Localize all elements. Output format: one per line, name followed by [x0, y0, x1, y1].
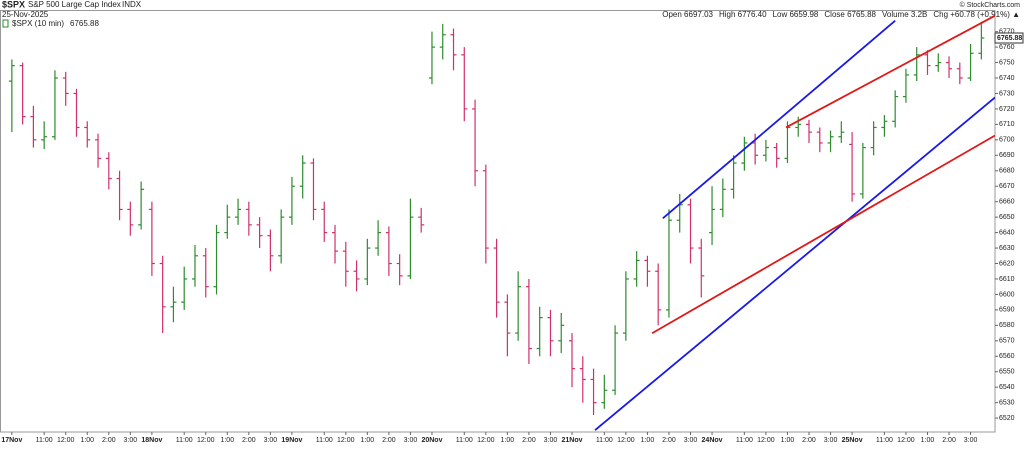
y-tick-label: 6710	[999, 121, 1015, 128]
x-tick-label: 25Nov	[842, 437, 863, 444]
stats: Chg +60.78 (+0.91%) ▲ Volume 3.2B Close 67…	[662, 10, 1020, 19]
y-tick-label: 6620	[999, 260, 1015, 267]
last-price-box	[994, 32, 1024, 44]
trend-line	[785, 14, 995, 129]
x-tick-label: 11:00	[596, 437, 613, 444]
x-tick-label: 3:00	[124, 437, 138, 444]
y-tick-label: 6660	[999, 199, 1015, 206]
x-tick-label: 12:00	[757, 437, 775, 444]
y-tick-label: 6530	[999, 399, 1015, 406]
x-tick-label: 3:00	[824, 437, 838, 444]
copyright: © StockCharts.com	[960, 1, 1021, 9]
symbol: $SPX	[2, 0, 25, 9]
y-tick-label: 6590	[999, 307, 1015, 314]
exchange: INDX	[122, 0, 142, 9]
y-tick-label: 6700	[999, 137, 1015, 144]
y-tick-label: 6750	[999, 59, 1015, 66]
x-tick-label: 12:00	[197, 437, 215, 444]
y-tick-label: 6580	[999, 322, 1015, 329]
trend-line	[662, 19, 896, 220]
x-tick-label: 3:00	[964, 437, 978, 444]
y-tick-label: 6730	[999, 90, 1015, 97]
x-tick-label: 2:00	[942, 437, 956, 444]
trend-line	[594, 96, 995, 431]
x-tick-label: 11:00	[876, 437, 893, 444]
y-tick-label: 6520	[999, 415, 1015, 422]
x-tick-label: 1:00	[641, 437, 655, 444]
x-tick-label: 12:00	[897, 437, 915, 444]
x-tick-label: 3:00	[684, 437, 698, 444]
x-tick-label: 1:00	[781, 437, 795, 444]
index-name: S&P 500 Large Cap Index	[28, 0, 121, 9]
y-tick-label: 6690	[999, 152, 1015, 159]
y-tick-label: 6610	[999, 276, 1015, 283]
x-tick-label: 2:00	[382, 437, 396, 444]
stat: Close 6765.88	[824, 10, 876, 19]
y-tick-label: 6650	[999, 214, 1015, 221]
x-tick-label: 2:00	[242, 437, 256, 444]
x-tick-label: 11:00	[176, 437, 193, 444]
y-tick-label: 6600	[999, 291, 1015, 298]
y-tick-label: 6550	[999, 369, 1015, 376]
x-tick-label: 2:00	[662, 437, 676, 444]
x-tick-label: 2:00	[802, 437, 816, 444]
stat: Open 6697.03	[662, 10, 713, 19]
y-tick-label: 6740	[999, 75, 1015, 82]
plot-frame	[0, 10, 996, 433]
y-tick-label: 6570	[999, 338, 1015, 345]
x-tick-label: 11:00	[316, 437, 333, 444]
legend-name: $SPX (10 min)	[12, 19, 64, 28]
plot	[8, 14, 995, 431]
y-tick-label: 6540	[999, 384, 1015, 391]
x-tick-label: 12:00	[477, 437, 495, 444]
stat: Volume 3.2B	[882, 10, 927, 19]
last-price-label: 6765.88	[997, 35, 1022, 42]
y-tick-label: 6560	[999, 353, 1015, 360]
y-tick-label: 6670	[999, 183, 1015, 190]
stat: Low 6659.98	[773, 10, 819, 19]
x-tick-label: 11:00	[456, 437, 473, 444]
x-tick-label: 1:00	[80, 437, 94, 444]
x-tick-label: 1:00	[220, 437, 234, 444]
x-tick-label: 11:00	[736, 437, 753, 444]
x-tick-label: 24Nov	[702, 437, 723, 444]
x-tick-label: 3:00	[544, 437, 558, 444]
x-tick-label: 18Nov	[141, 437, 162, 444]
x-tick-label: 11:00	[36, 437, 53, 444]
y-tick-label: 6680	[999, 168, 1015, 175]
x-tick-label: 1:00	[921, 437, 935, 444]
x-tick-label: 1:00	[501, 437, 515, 444]
x-tick-label: 1:00	[361, 437, 375, 444]
stat: Chg +60.78 (+0.91%) ▲	[933, 10, 1020, 19]
x-tick-label: 3:00	[404, 437, 418, 444]
x-tick-label: 12:00	[337, 437, 355, 444]
y-tick-label: 6770	[999, 28, 1015, 35]
legend-last: 6765.88	[70, 19, 99, 28]
y-tick-label: 6760	[999, 44, 1015, 51]
date: 25-Nov-2025	[2, 10, 49, 19]
x-tick-label: 3:00	[264, 437, 278, 444]
x-tick-label: 17Nov	[1, 437, 22, 444]
x-tick-label: 2:00	[522, 437, 536, 444]
y-tick-label: 6720	[999, 106, 1015, 113]
x-tick-label: 19Nov	[281, 437, 302, 444]
stat: High 6776.40	[719, 10, 767, 19]
x-tick-label: 12:00	[617, 437, 635, 444]
legend-icon	[2, 19, 9, 28]
x-tick-label: 2:00	[102, 437, 116, 444]
y-tick-label: 6640	[999, 229, 1015, 236]
x-tick-label: 12:00	[57, 437, 75, 444]
x-tick-label: 21Nov	[562, 437, 583, 444]
trend-line	[651, 134, 995, 335]
y-tick-label: 6630	[999, 245, 1015, 252]
x-tick-label: 20Nov	[421, 437, 442, 444]
